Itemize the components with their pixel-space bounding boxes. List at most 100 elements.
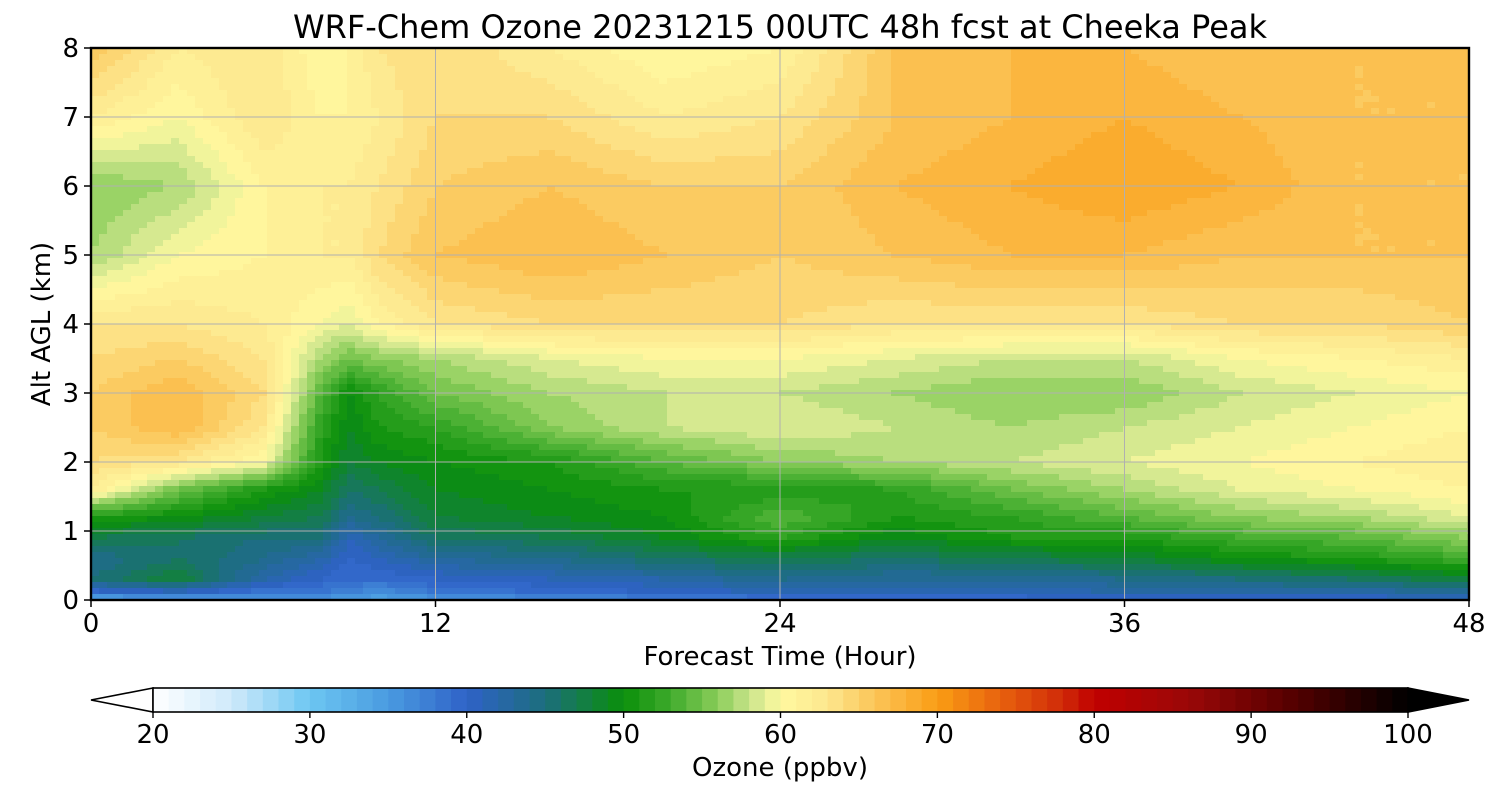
heatmap-cell (1315, 204, 1324, 211)
heatmap-cell (339, 216, 348, 223)
heatmap-cell (915, 126, 924, 133)
heatmap-cell (1435, 72, 1444, 79)
heatmap-cell (1139, 102, 1148, 109)
heatmap-cell (147, 78, 156, 85)
heatmap-cell (259, 204, 268, 211)
heatmap-cell (667, 144, 676, 151)
heatmap-cell (107, 126, 116, 133)
heatmap-cell (1227, 150, 1236, 157)
heatmap-cell (491, 180, 500, 187)
heatmap-cell (899, 162, 908, 169)
heatmap-cell (195, 102, 204, 109)
heatmap-cell (795, 144, 804, 151)
heatmap-cell (1427, 192, 1436, 199)
heatmap-cell (147, 72, 156, 79)
heatmap-cell (723, 186, 732, 193)
heatmap-cell (819, 186, 828, 193)
heatmap-cell (1171, 144, 1180, 151)
heatmap-cell (1283, 102, 1292, 109)
heatmap-cell (1219, 72, 1228, 79)
heatmap-cell (1363, 72, 1372, 79)
heatmap-cell (195, 66, 204, 73)
heatmap-cell (891, 66, 900, 73)
heatmap-cell (1067, 84, 1076, 91)
heatmap-cell (571, 102, 580, 109)
heatmap-cell (1107, 132, 1116, 139)
heatmap-cell (763, 72, 772, 79)
heatmap-cell (1443, 120, 1452, 127)
heatmap-cell (259, 102, 268, 109)
heatmap-cell (1403, 48, 1412, 55)
heatmap-cell (131, 84, 140, 91)
heatmap-cell (1219, 54, 1228, 61)
heatmap-cell (171, 174, 180, 181)
heatmap-cell (1187, 180, 1196, 187)
heatmap-cell (515, 174, 524, 181)
heatmap-cell (1003, 48, 1012, 55)
heatmap-cell (307, 216, 316, 223)
heatmap-cell (507, 156, 516, 163)
heatmap-cell (531, 120, 540, 127)
heatmap-cell (123, 120, 132, 127)
heatmap-cell (403, 108, 412, 115)
heatmap-cell (1235, 66, 1244, 73)
heatmap-cell (1147, 60, 1156, 67)
heatmap-cell (547, 102, 556, 109)
heatmap-cell (1155, 204, 1164, 211)
heatmap-cell (155, 162, 164, 169)
heatmap-cell (507, 48, 516, 55)
heatmap-cell (427, 162, 436, 169)
heatmap-cell (299, 162, 308, 169)
heatmap-cell (99, 144, 108, 151)
heatmap-cell (843, 180, 852, 187)
heatmap-cell (675, 168, 684, 175)
heatmap-cell (875, 150, 884, 157)
heatmap-cell (547, 54, 556, 61)
heatmap-cell (1139, 48, 1148, 55)
heatmap-cell (987, 48, 996, 55)
heatmap-cell (195, 168, 204, 175)
heatmap-cell (1387, 210, 1396, 217)
heatmap-cell (755, 138, 764, 145)
heatmap-cell (91, 60, 100, 67)
heatmap-cell (867, 84, 876, 91)
heatmap-cell (619, 192, 628, 199)
heatmap-cell (195, 132, 204, 139)
heatmap-cell (1075, 78, 1084, 85)
heatmap-cell (611, 198, 620, 205)
heatmap-cell (451, 204, 460, 211)
heatmap-cell (355, 126, 364, 133)
heatmap-cell (627, 150, 636, 157)
heatmap-cell (987, 186, 996, 193)
heatmap-cell (691, 216, 700, 223)
heatmap-cell (99, 108, 108, 115)
heatmap-cell (731, 156, 740, 163)
heatmap-cell (579, 180, 588, 187)
heatmap-cell (835, 162, 844, 169)
heatmap-cell (459, 180, 468, 187)
heatmap-cell (475, 102, 484, 109)
heatmap-cell (1115, 54, 1124, 61)
heatmap-cell (547, 180, 556, 187)
heatmap-cell (1187, 204, 1196, 211)
heatmap-cell (1331, 108, 1340, 115)
heatmap-cell (187, 96, 196, 103)
heatmap-cell (507, 78, 516, 85)
heatmap-cell (1347, 198, 1356, 205)
heatmap-cell (699, 126, 708, 133)
heatmap-cell (99, 198, 108, 205)
heatmap-cell (1259, 186, 1268, 193)
heatmap-cell (811, 102, 820, 109)
heatmap-cell (1147, 174, 1156, 181)
heatmap-cell (1363, 48, 1372, 55)
heatmap-cell (387, 180, 396, 187)
heatmap-cell (179, 66, 188, 73)
heatmap-cell (451, 78, 460, 85)
heatmap-cell (171, 180, 180, 187)
heatmap-cell (675, 150, 684, 157)
heatmap-cell (275, 66, 284, 73)
heatmap-cell (1011, 120, 1020, 127)
heatmap-cell (1339, 120, 1348, 127)
heatmap-cell (1091, 78, 1100, 85)
heatmap-cell (931, 168, 940, 175)
